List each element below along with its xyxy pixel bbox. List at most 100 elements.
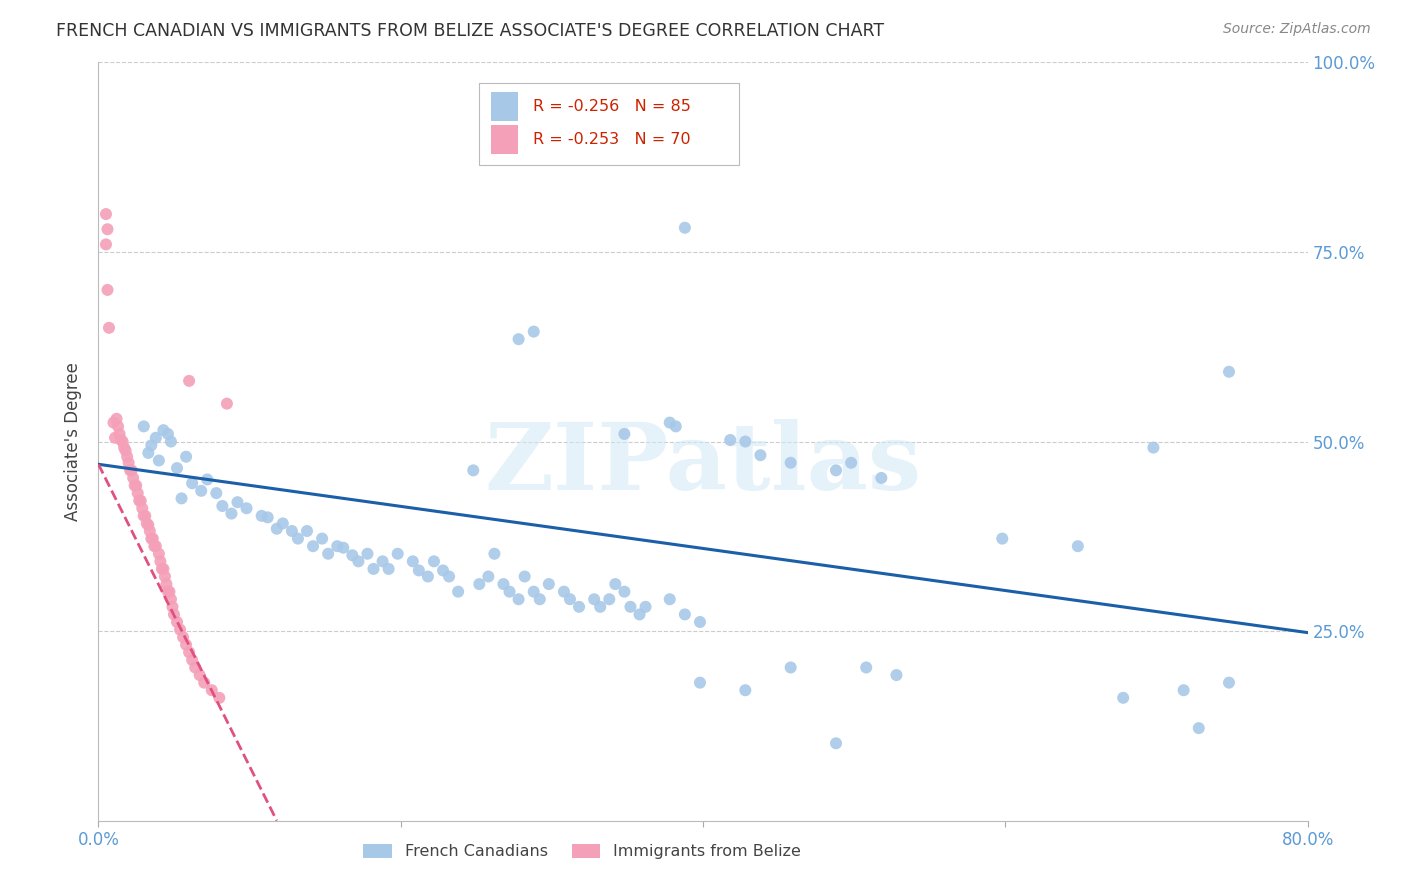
Point [311,532,333,546]
Point [155,577,177,591]
Point [205,486,228,500]
Point [734,434,756,449]
Point [665,419,688,434]
Point [132,508,155,523]
Point [174,638,197,652]
Point [387,547,409,561]
Point [408,564,430,578]
Point [523,325,546,339]
Point [195,473,218,487]
Point [598,592,620,607]
Point [110,433,132,447]
Point [132,419,155,434]
Point [583,592,606,607]
Point [287,532,309,546]
Point [125,478,148,492]
Point [179,645,201,659]
Point [148,547,170,561]
Legend: French Canadians, Immigrants from Belize: French Canadians, Immigrants from Belize [357,838,807,866]
Point [201,683,224,698]
Point [613,584,636,599]
Point [172,630,194,644]
Point [104,431,127,445]
Point [437,569,460,583]
Point [356,547,378,561]
Point [1173,683,1195,698]
Point [513,569,536,583]
Text: ZIPatlas: ZIPatlas [485,419,921,509]
Point [112,441,135,455]
Point [94,207,117,221]
Point [825,736,848,750]
Point [136,517,159,532]
Point [193,675,215,690]
Point [281,524,304,538]
Text: FRENCH CANADIAN VS IMMIGRANTS FROM BELIZE ASSOCIATE'S DEGREE CORRELATION CHART: FRENCH CANADIAN VS IMMIGRANTS FROM BELIZ… [56,22,884,40]
Point [211,499,233,513]
Point [181,476,204,491]
Point [613,427,636,442]
Point [166,461,188,475]
Point [143,539,166,553]
Point [150,562,173,576]
Point [628,607,651,622]
Point [839,456,862,470]
Point [718,433,741,447]
Point [153,569,176,583]
Text: R = -0.256   N = 85: R = -0.256 N = 85 [533,99,690,114]
Point [226,495,249,509]
Point [886,668,908,682]
Point [156,584,179,599]
Point [124,478,146,492]
Point [825,463,848,477]
Point [111,434,134,449]
Point [1067,539,1090,553]
Point [221,507,243,521]
Point [166,615,188,629]
Point [484,547,506,561]
Point [1218,675,1240,690]
Point [169,623,191,637]
Point [537,577,560,591]
Point [156,427,179,442]
Point [673,607,696,622]
Point [96,222,118,236]
Point [363,562,385,576]
Point [114,443,136,458]
Point [142,532,165,546]
Point [423,554,446,568]
Point [302,539,325,553]
Point [1142,441,1164,455]
Point [115,450,138,464]
Point [749,448,772,462]
Point [148,453,170,467]
Point [131,501,153,516]
Point [129,493,152,508]
Point [673,220,696,235]
Y-axis label: Associate's Degree: Associate's Degree [65,362,83,521]
Point [377,562,399,576]
Point [477,569,499,583]
Point [170,491,193,506]
Point [134,508,156,523]
Point [160,592,183,607]
Point [163,607,186,622]
Point [94,237,117,252]
FancyBboxPatch shape [479,83,740,165]
Point [870,471,893,485]
Point [492,577,515,591]
Point [174,450,197,464]
Point [256,510,278,524]
Point [402,554,425,568]
Point [468,577,491,591]
Point [991,532,1014,546]
Point [96,283,118,297]
Point [779,456,801,470]
Point [734,683,756,698]
Point [159,584,181,599]
Point [779,660,801,674]
Point [271,516,294,531]
Point [605,577,627,591]
Point [181,653,204,667]
Point [1112,690,1135,705]
